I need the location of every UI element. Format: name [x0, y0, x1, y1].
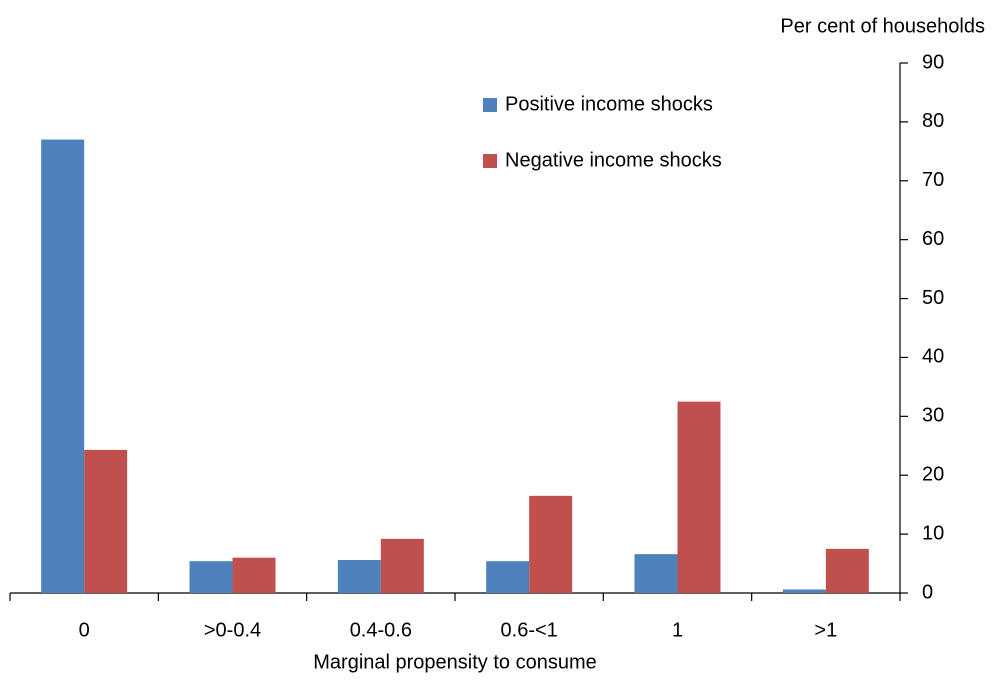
y-tick-label: 60	[922, 228, 944, 250]
bar	[41, 139, 85, 594]
bar	[380, 538, 424, 593]
bar	[677, 401, 721, 593]
bar	[189, 561, 233, 593]
y-axis-title: Per cent of households	[780, 15, 985, 37]
x-tick-label: 0	[79, 619, 90, 641]
x-tick-label: 0.4-0.6	[350, 619, 412, 641]
bar	[84, 449, 128, 593]
y-tick-label: 0	[922, 581, 933, 603]
x-tick-label: 0.6-<1	[501, 619, 558, 641]
x-tick-label: >1	[814, 619, 837, 641]
y-tick-label: 20	[922, 464, 944, 486]
bar	[232, 557, 276, 593]
bar	[486, 561, 530, 593]
y-tick-label: 80	[922, 110, 944, 132]
y-tick-label: 70	[922, 169, 944, 191]
y-tick-label: 30	[922, 405, 944, 427]
y-tick-label: 10	[922, 522, 944, 544]
legend-label: Negative income shocks	[505, 149, 722, 171]
x-tick-label: >0-0.4	[204, 619, 261, 641]
bar	[529, 495, 573, 593]
legend-swatch	[483, 154, 497, 168]
bar	[634, 554, 678, 593]
y-tick-label: 50	[922, 287, 944, 309]
bar	[825, 548, 869, 593]
bar	[337, 560, 381, 593]
legend-swatch	[483, 98, 497, 112]
y-tick-label: 40	[922, 346, 944, 368]
y-tick-label: 90	[922, 51, 944, 73]
x-tick-label: 1	[672, 619, 683, 641]
legend-label: Positive income shocks	[505, 93, 713, 115]
x-axis-title: Marginal propensity to consume	[313, 651, 596, 673]
bar	[782, 589, 826, 593]
